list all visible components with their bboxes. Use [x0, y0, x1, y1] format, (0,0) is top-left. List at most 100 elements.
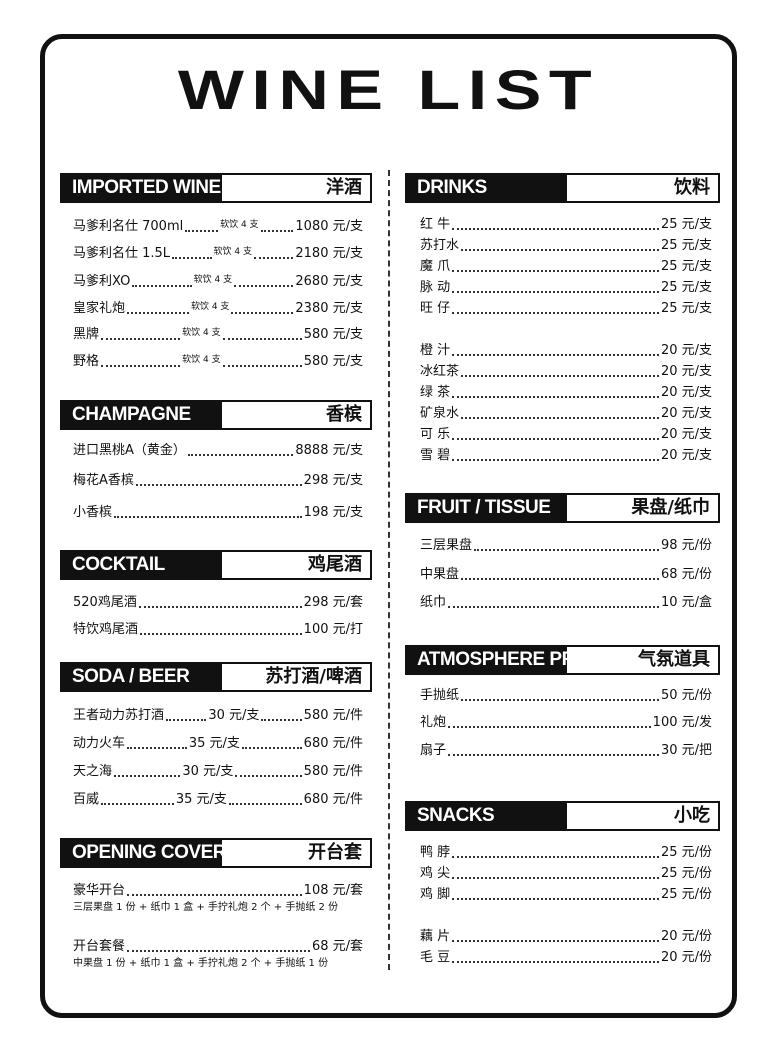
- item-name: 脉 动: [420, 280, 451, 295]
- item-price: 25 元/支: [660, 259, 712, 274]
- section-title-en: IMPORTED WINE: [62, 175, 222, 201]
- leader: [461, 699, 659, 701]
- menu-item: 矿泉水 20 元/支: [420, 405, 712, 423]
- leader: [127, 747, 187, 749]
- item-price: 20 元/支: [660, 364, 712, 379]
- section-title-en: OPENING COVER: [62, 840, 226, 866]
- menu-title: WINE LIST: [177, 58, 600, 121]
- leader: [452, 877, 659, 879]
- leader: [253, 257, 294, 259]
- item-price: 198 元/支: [303, 505, 363, 520]
- section-title-zh: 果盘/纸巾: [631, 497, 710, 518]
- item-price: 20 元/份: [660, 950, 712, 965]
- menu-item: 鸭 脖 25 元/份: [420, 844, 712, 862]
- item-price: 2180 元/支: [295, 246, 363, 261]
- section-header: IMPORTED WINE 洋酒: [60, 173, 372, 203]
- section-title-zh: 香槟: [326, 404, 362, 425]
- item-name: 马爹利名仕 700ml: [73, 219, 184, 234]
- leader: [452, 438, 659, 440]
- leader: [452, 291, 659, 293]
- item-name: 野格: [73, 354, 100, 369]
- item-name: 王者动力苏打酒: [73, 708, 165, 723]
- item-name: 梅花A香槟: [73, 473, 134, 488]
- leader: [185, 230, 219, 232]
- menu-item: 藕 片 20 元/份: [420, 928, 712, 946]
- item-name: 礼炮: [420, 715, 447, 730]
- leader: [231, 312, 294, 314]
- item-price: 35 元/支: [175, 792, 227, 807]
- menu-item: 手抛纸 50 元/份: [420, 687, 712, 705]
- item-name: 520鸡尾酒: [73, 595, 137, 610]
- item-note: 软饮 4 支: [193, 275, 233, 285]
- menu-item: 动力火车 35 元/支 680 元/件: [73, 735, 363, 753]
- leader: [138, 606, 302, 608]
- leader: [452, 354, 659, 356]
- menu-item: 520鸡尾酒 298 元/套: [73, 594, 363, 612]
- item-price: 108 元/套: [303, 883, 363, 898]
- item-price: 30 元/支: [182, 764, 234, 779]
- menu-item: 马爹利名仕 700ml 软饮 4 支 1080 元/支: [73, 218, 363, 236]
- leader: [101, 365, 181, 367]
- section-header: ATMOSPHERE PROPS 气氛道具: [405, 645, 720, 675]
- menu-item: 鸡 尖 25 元/份: [420, 865, 712, 883]
- section-header: COCKTAIL 鸡尾酒: [60, 550, 372, 580]
- item-name: 苏打水: [420, 238, 460, 253]
- leader: [228, 803, 302, 805]
- item-price: 30 元/把: [660, 743, 712, 758]
- section-title-en: FRUIT / TISSUE: [407, 495, 567, 521]
- item-name: 藕 片: [420, 929, 451, 944]
- item-price: 25 元/支: [660, 217, 712, 232]
- item-note: 软饮 4 支: [182, 355, 221, 365]
- leader: [448, 726, 651, 728]
- leader: [452, 961, 659, 963]
- item-price: 68 元/份: [660, 567, 712, 582]
- item-price: 68 元/套: [311, 939, 363, 954]
- item-name: 进口黑桃A（黄金）: [73, 443, 186, 458]
- menu-item: 三层果盘 98 元/份: [420, 537, 712, 555]
- menu-item: 毛 豆 20 元/份: [420, 949, 712, 967]
- item-price: 680 元/件: [303, 792, 363, 807]
- item-price: 298 元/套: [303, 595, 363, 610]
- menu-item: 旺 仔 25 元/支: [420, 300, 712, 318]
- item-name: 小香槟: [73, 505, 113, 520]
- leader: [222, 338, 302, 340]
- menu-frame: [40, 34, 737, 1018]
- item-name: 旺 仔: [420, 301, 451, 316]
- menu-item: 橙 汁 20 元/支: [420, 342, 712, 360]
- leader: [114, 775, 181, 777]
- leader: [452, 396, 659, 398]
- item-name: 纸巾: [420, 595, 447, 610]
- item-name: 特饮鸡尾酒: [73, 622, 139, 637]
- leader: [140, 633, 302, 635]
- menu-item: 可 乐 20 元/支: [420, 426, 712, 444]
- item-name: 马爹利XO: [73, 274, 131, 289]
- menu-item: 野格 软饮 4 支 580 元/支: [73, 353, 363, 371]
- item-name: 红 牛: [420, 217, 451, 232]
- item-price: 20 元/份: [660, 929, 712, 944]
- section-title-en: DRINKS: [407, 175, 567, 201]
- item-price: 580 元/件: [303, 764, 363, 779]
- item-name: 鸭 脖: [420, 845, 451, 860]
- menu-item: 马爹利XO 软饮 4 支 2680 元/支: [73, 273, 363, 291]
- item-price: 20 元/支: [660, 448, 712, 463]
- item-name: 三层果盘: [420, 538, 473, 553]
- item-price: 20 元/支: [660, 385, 712, 400]
- item-name: 矿泉水: [420, 406, 460, 421]
- leader: [166, 719, 207, 721]
- menu-item: 红 牛 25 元/支: [420, 216, 712, 234]
- leader: [132, 285, 192, 287]
- item-price: 20 元/支: [660, 406, 712, 421]
- item-price: 580 元/支: [303, 327, 364, 342]
- item-name: 绿 茶: [420, 385, 451, 400]
- section-title-en: SODA / BEER: [62, 664, 222, 690]
- menu-item: 进口黑桃A（黄金） 8888 元/支: [73, 442, 363, 460]
- menu-item: 百威 35 元/支 680 元/件: [73, 791, 363, 809]
- item-price: 25 元/份: [660, 887, 712, 902]
- item-price: 10 元/盒: [660, 595, 712, 610]
- leader: [452, 312, 659, 314]
- item-price: 1080 元/支: [295, 219, 364, 234]
- menu-item: 雪 碧 20 元/支: [420, 447, 712, 465]
- item-price: 25 元/支: [660, 301, 712, 316]
- item-detail: 三层果盘 1 份 + 纸巾 1 盒 + 手拧礼炮 2 个 + 手抛纸 2 份: [73, 902, 339, 913]
- menu-item: 小香槟 198 元/支: [73, 504, 363, 522]
